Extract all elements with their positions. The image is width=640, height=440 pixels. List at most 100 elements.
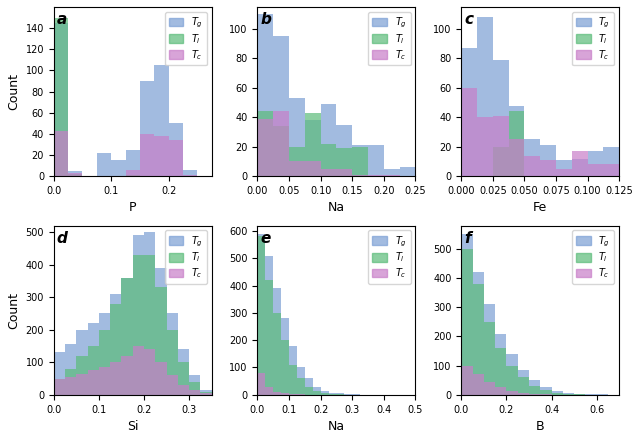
Bar: [68, 173, 83, 176]
Bar: [563, 393, 574, 395]
Bar: [337, 169, 352, 176]
Bar: [54, 352, 65, 395]
Bar: [166, 375, 178, 395]
Legend: $T_g$, $T_l$, $T_c$: $T_g$, $T_l$, $T_c$: [572, 12, 614, 66]
Bar: [183, 175, 197, 176]
Bar: [257, 119, 273, 176]
Bar: [506, 391, 518, 395]
Legend: $T_g$, $T_l$, $T_c$: $T_g$, $T_l$, $T_c$: [369, 12, 410, 66]
Bar: [156, 362, 166, 395]
Bar: [289, 147, 305, 176]
Bar: [529, 380, 540, 395]
Bar: [384, 169, 399, 176]
Bar: [493, 116, 509, 176]
Bar: [524, 156, 540, 176]
Bar: [574, 394, 586, 395]
Bar: [321, 144, 337, 176]
Bar: [337, 393, 344, 395]
Bar: [337, 148, 352, 176]
Bar: [321, 392, 328, 395]
Bar: [604, 147, 619, 176]
Bar: [99, 330, 110, 395]
Bar: [328, 394, 337, 395]
Text: a: a: [57, 12, 67, 27]
Bar: [257, 373, 266, 395]
Bar: [518, 393, 529, 395]
Bar: [289, 346, 297, 395]
Bar: [524, 139, 540, 176]
Bar: [461, 48, 477, 176]
Bar: [337, 394, 344, 395]
Bar: [65, 369, 76, 395]
Bar: [399, 167, 415, 176]
Bar: [110, 294, 122, 395]
Bar: [540, 145, 556, 176]
Bar: [461, 88, 477, 176]
Bar: [144, 349, 156, 395]
Bar: [273, 37, 289, 176]
Bar: [588, 151, 604, 176]
Bar: [572, 151, 588, 176]
Text: d: d: [57, 231, 68, 246]
Text: e: e: [260, 231, 271, 246]
Bar: [321, 169, 337, 176]
Bar: [352, 175, 368, 176]
Bar: [156, 268, 166, 395]
Bar: [154, 136, 168, 176]
Bar: [529, 386, 540, 395]
Bar: [493, 147, 509, 176]
Bar: [313, 391, 321, 395]
Bar: [529, 394, 540, 395]
Bar: [305, 378, 313, 395]
Bar: [122, 356, 132, 395]
Bar: [168, 123, 183, 176]
Bar: [477, 17, 493, 176]
Bar: [125, 175, 140, 176]
X-axis label: Fe: Fe: [533, 202, 547, 214]
Bar: [156, 287, 166, 395]
X-axis label: Na: Na: [328, 202, 345, 214]
Bar: [257, 111, 273, 176]
Bar: [122, 278, 132, 395]
Bar: [540, 390, 552, 395]
Text: c: c: [465, 12, 474, 27]
Bar: [54, 378, 65, 395]
Legend: $T_g$, $T_l$, $T_c$: $T_g$, $T_l$, $T_c$: [572, 231, 614, 284]
Text: b: b: [260, 12, 271, 27]
Bar: [368, 145, 384, 176]
Bar: [189, 375, 200, 395]
Bar: [305, 387, 313, 395]
Bar: [154, 65, 168, 176]
Bar: [111, 160, 125, 176]
Bar: [461, 366, 472, 395]
Bar: [495, 348, 506, 395]
Bar: [189, 390, 200, 395]
Bar: [495, 334, 506, 395]
Bar: [97, 153, 111, 176]
Bar: [484, 381, 495, 395]
Bar: [321, 391, 328, 395]
Bar: [493, 60, 509, 176]
Bar: [472, 284, 484, 395]
Bar: [88, 323, 99, 395]
Bar: [132, 255, 144, 395]
Bar: [189, 382, 200, 395]
Text: f: f: [465, 231, 471, 246]
Bar: [54, 23, 68, 176]
Bar: [305, 161, 321, 176]
Bar: [328, 392, 337, 395]
Bar: [178, 349, 189, 395]
Bar: [68, 171, 83, 176]
Bar: [140, 81, 154, 176]
Bar: [65, 377, 76, 395]
Bar: [110, 304, 122, 395]
X-axis label: B: B: [536, 420, 545, 433]
Bar: [552, 393, 563, 395]
Bar: [472, 272, 484, 395]
Bar: [54, 18, 68, 176]
Bar: [484, 304, 495, 395]
Bar: [266, 387, 273, 395]
Bar: [506, 354, 518, 395]
Bar: [273, 392, 281, 395]
Bar: [552, 391, 563, 395]
